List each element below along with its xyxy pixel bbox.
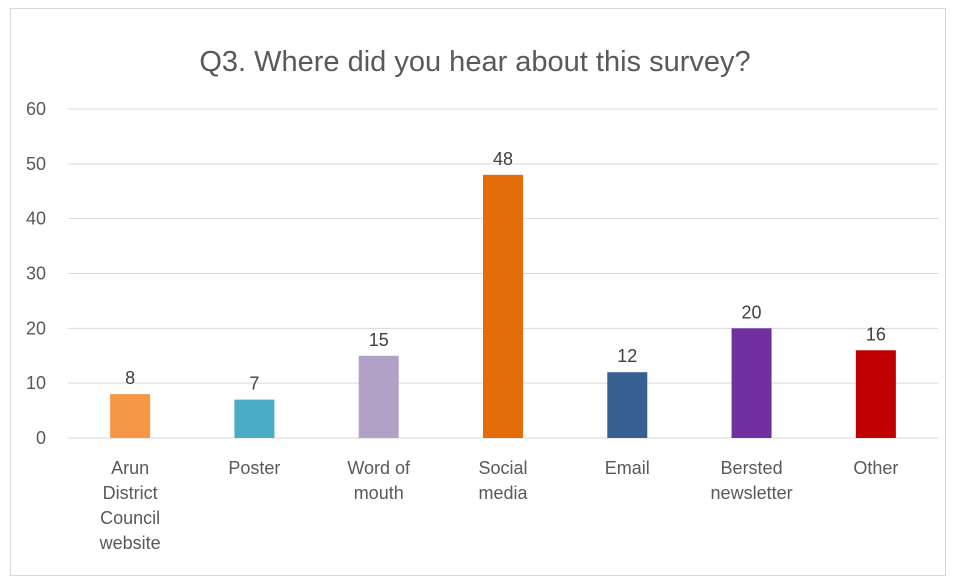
data-label: 8 [125,368,135,388]
category-label: Social media [478,458,528,503]
data-label: 12 [617,346,637,366]
bars [110,174,896,439]
data-labels: 8 7 15 48 12 20 16 [125,149,886,394]
chart-frame [10,8,946,576]
category-labels: Arun District Council website Poster Word of m… [99,458,899,553]
y-tick-label: 10 [26,373,46,393]
bar [234,399,275,438]
bar [358,355,399,438]
data-label: 20 [742,302,762,322]
y-tick-label: 60 [26,99,46,119]
y-tick-label: 20 [26,318,46,338]
data-label: 7 [249,374,259,394]
category-label: Bersted newsletter [711,458,793,503]
category-label: Word of mouth [347,458,411,503]
category-label: Email [605,458,650,478]
y-tick-label: 30 [26,264,46,284]
bar [483,174,523,439]
data-label: 16 [866,324,886,344]
y-tick-label: 50 [26,154,46,174]
bar [731,328,772,438]
data-label: 48 [493,149,513,169]
bar [607,372,648,438]
y-tick-label: 0 [36,428,46,448]
category-label: Arun District Council website [99,458,161,553]
data-label: 15 [369,330,389,350]
y-tick-label: 40 [26,209,46,229]
chart-title: Q3. Where did you hear about this survey… [199,46,750,78]
bar [855,350,896,438]
category-label: Other [853,458,898,478]
category-label: Poster [228,458,280,478]
bar [110,394,151,438]
y-axis-ticks: 0 10 20 30 40 50 60 [26,99,46,448]
